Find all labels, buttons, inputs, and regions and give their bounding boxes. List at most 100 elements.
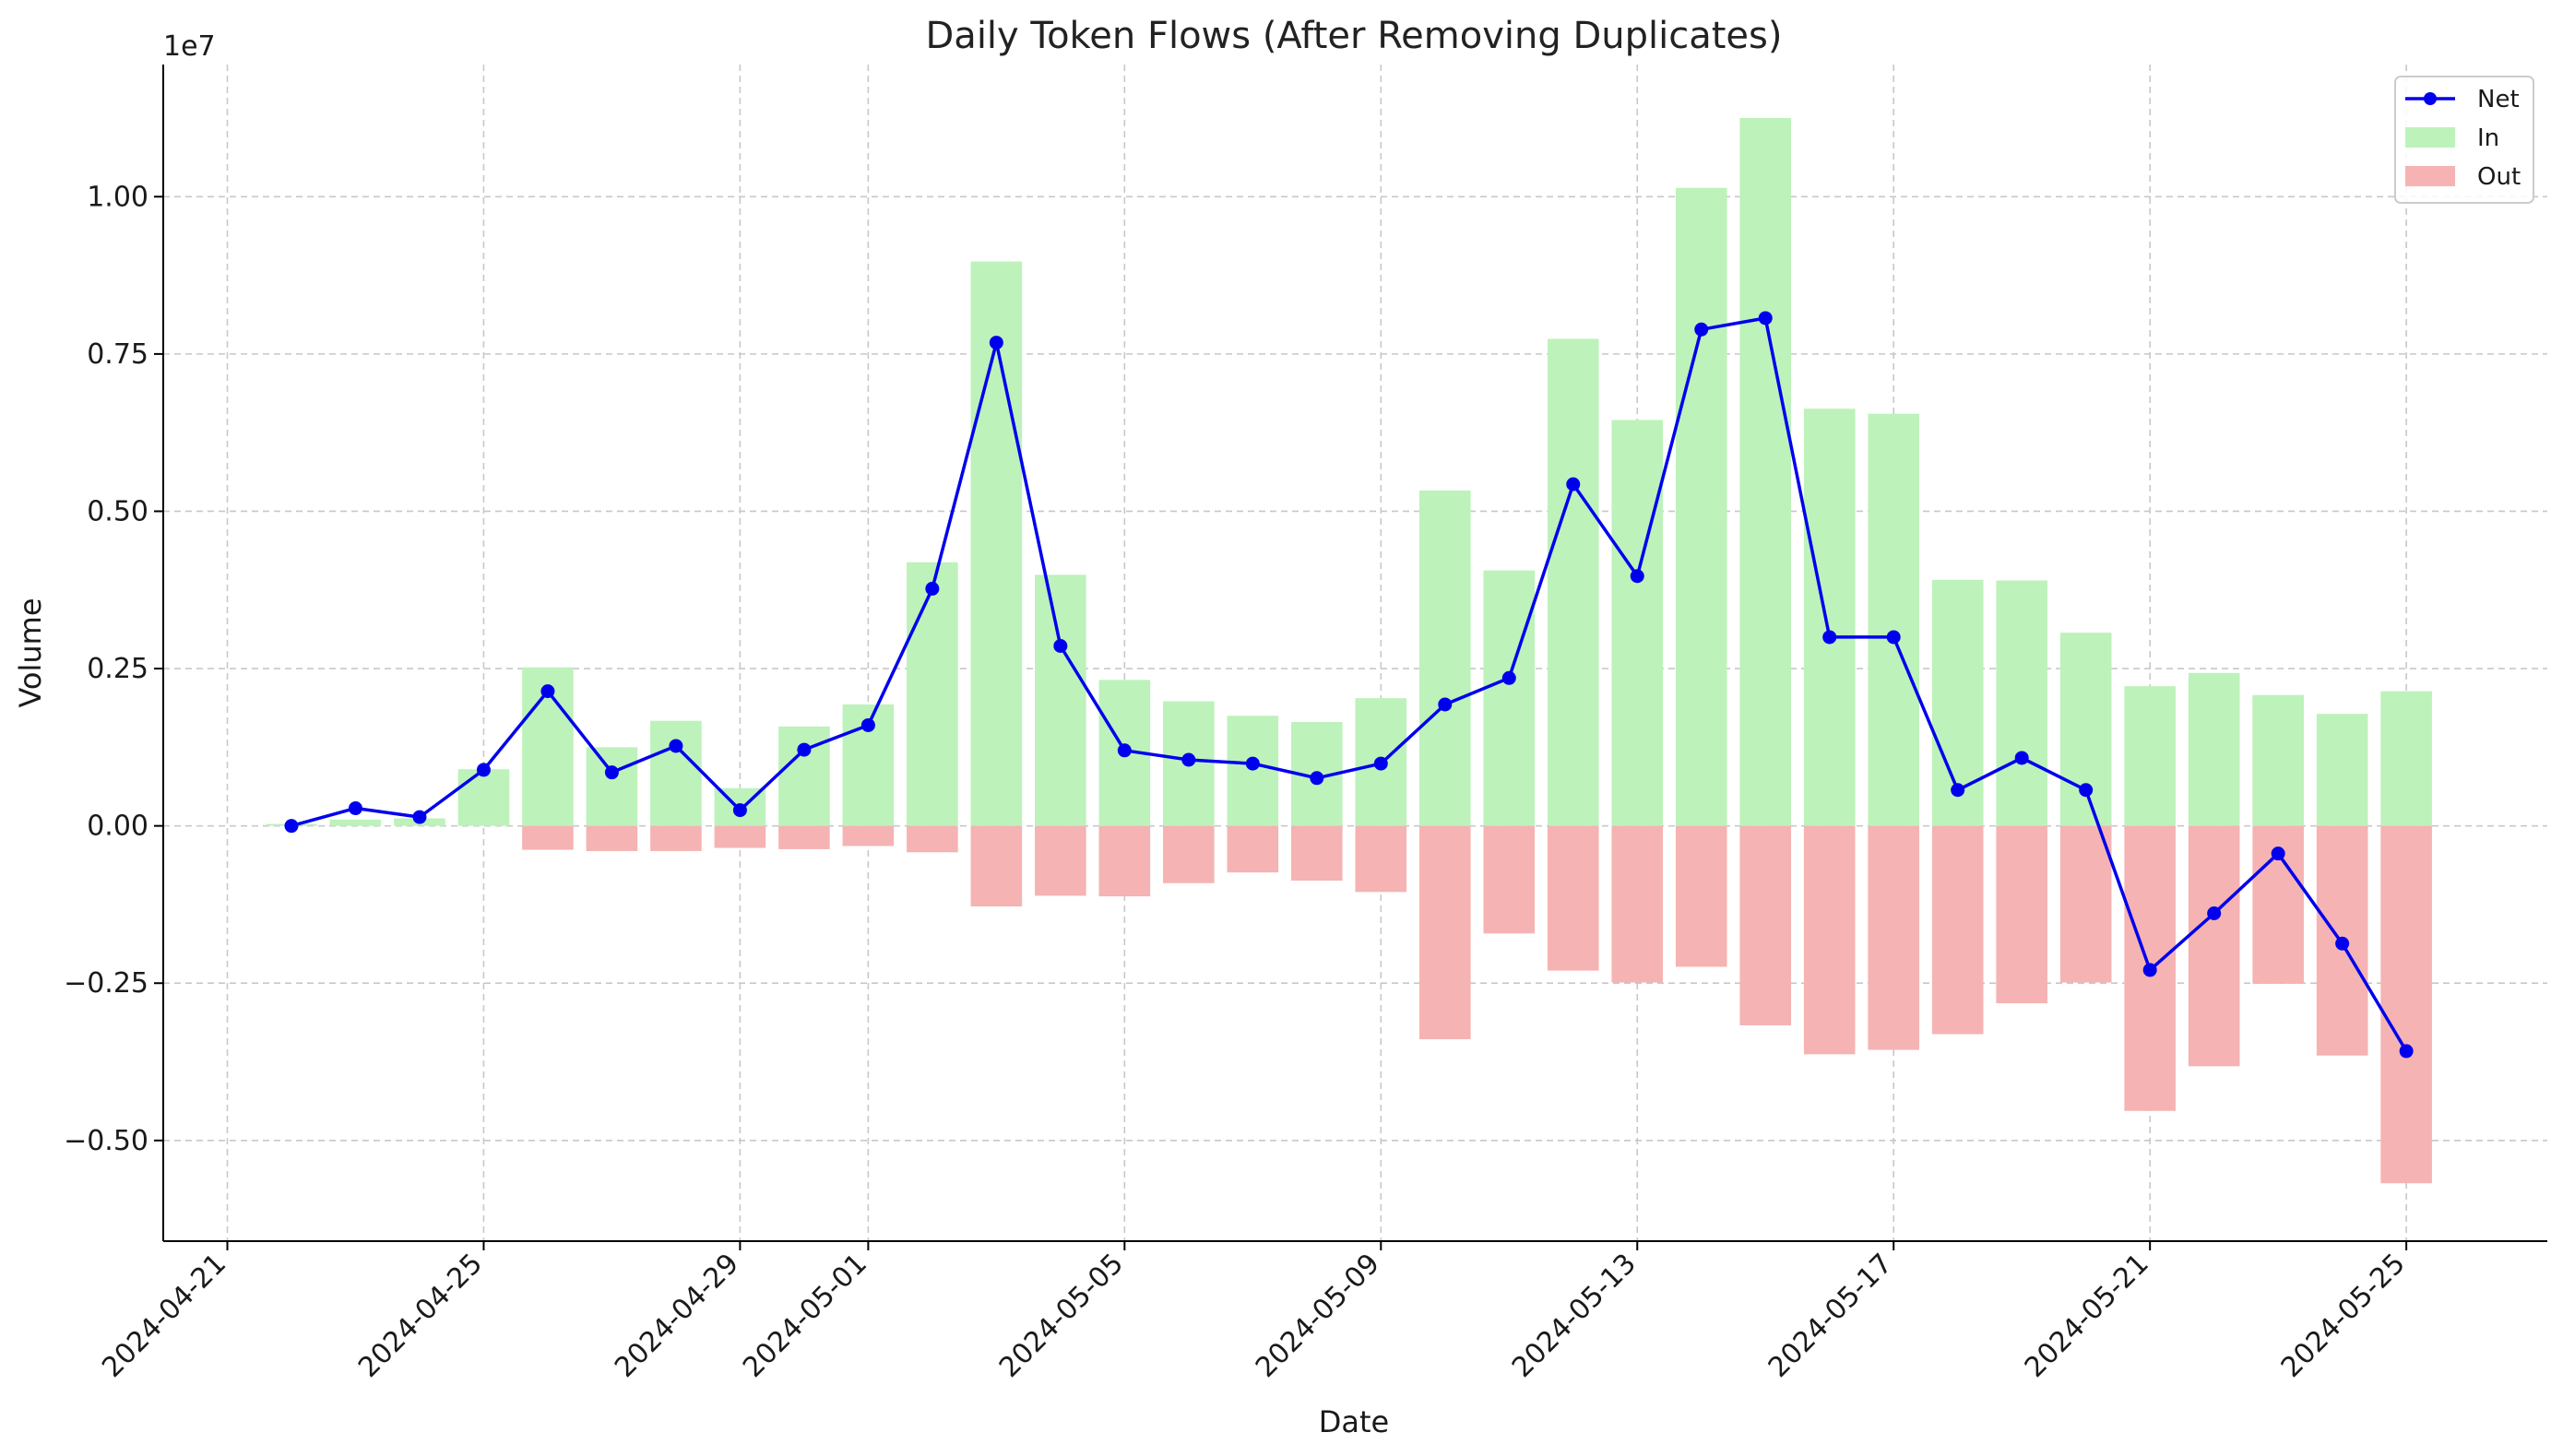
net-point	[1822, 630, 1837, 645]
net-point	[1758, 311, 1773, 326]
in-bar	[1611, 420, 1664, 826]
net-point	[1566, 477, 1581, 491]
x-tick-label: 2024-05-17	[1762, 1248, 1899, 1384]
y-tick-label: 0.00	[87, 811, 148, 843]
out-bar	[1355, 825, 1407, 893]
legend-in-swatch-icon	[2405, 127, 2455, 148]
out-bar	[2059, 825, 2112, 983]
net-point	[860, 717, 875, 732]
in-bar	[1418, 490, 1471, 826]
chart-title: Daily Token Flows (After Removing Duplic…	[926, 15, 1783, 57]
in-bar	[970, 261, 1023, 826]
in-bar	[2316, 714, 2368, 826]
out-bars	[522, 825, 2432, 1184]
x-axis-label: Date	[1319, 1404, 1389, 1439]
x-tick-label: 2024-05-09	[1250, 1248, 1386, 1384]
out-bar	[1868, 825, 1920, 1050]
net-point	[2271, 846, 2285, 861]
net-point	[1053, 638, 1068, 653]
out-bar	[714, 825, 766, 848]
legend-item-in: In	[2405, 124, 2499, 152]
in-bars	[266, 118, 2432, 826]
y-axis-label: Volume	[13, 598, 48, 707]
legend-net-marker-icon	[2424, 92, 2437, 105]
net-point	[2142, 963, 2157, 977]
out-bar	[522, 825, 574, 850]
y-tick-label: 0.50	[87, 495, 148, 527]
out-bar	[1547, 825, 1599, 971]
in-bar	[1675, 187, 1727, 826]
out-bar	[2380, 825, 2432, 1184]
net-point	[348, 801, 362, 816]
y-tick-label: 0.75	[87, 338, 148, 371]
net-point	[476, 763, 491, 777]
out-bar	[1163, 825, 1215, 883]
legend-item-out: Out	[2405, 163, 2521, 191]
y-tick-label: −0.25	[64, 967, 148, 1000]
legend: Net In Out	[2394, 76, 2534, 204]
x-tick-label: 2024-04-25	[352, 1248, 489, 1384]
out-bar	[1611, 825, 1664, 983]
x-tick-label: 2024-05-21	[2019, 1248, 2155, 1384]
in-bar	[650, 720, 702, 826]
net-point	[1181, 752, 1196, 767]
out-bar	[778, 825, 830, 849]
out-bar	[650, 825, 702, 851]
net-point	[1951, 783, 1965, 798]
out-bar	[2188, 825, 2240, 1067]
in-bar	[1996, 580, 2047, 826]
net-point	[1630, 569, 1644, 584]
net-line	[291, 316, 2408, 1052]
in-bar	[586, 747, 638, 826]
x-tick-label: 2024-05-01	[737, 1248, 873, 1384]
legend-out-swatch-icon	[2405, 166, 2455, 186]
out-bar	[1035, 825, 1086, 896]
net-point	[2079, 783, 2094, 798]
in-bar	[2380, 691, 2432, 826]
net-point	[284, 819, 299, 834]
out-bar	[1418, 825, 1471, 1039]
out-bar	[1803, 825, 1856, 1055]
net-point	[540, 684, 555, 699]
net-point	[2014, 751, 2029, 765]
out-bar	[1739, 825, 1792, 1025]
out-bar	[1996, 825, 2047, 1004]
net-point	[2207, 906, 2222, 920]
net-point	[669, 739, 683, 753]
out-bar	[842, 825, 895, 846]
net-point	[1117, 743, 1132, 758]
in-bar	[1739, 118, 1792, 826]
in-bar	[1803, 408, 1856, 826]
legend-in-label: In	[2477, 124, 2499, 152]
x-tick-label: 2024-05-25	[2275, 1248, 2412, 1384]
out-bar	[1483, 825, 1536, 934]
y-axis-ticks: −0.50 −0.25 0.00 0.25 0.50 0.75 1.00	[64, 181, 163, 1157]
out-bar	[1227, 825, 1279, 873]
x-tick-label: 2024-04-29	[609, 1248, 745, 1384]
net-point	[732, 803, 747, 818]
net-point	[1438, 697, 1453, 712]
net-point	[925, 581, 940, 596]
legend-item-net: Net	[2405, 86, 2520, 113]
net-point	[412, 810, 427, 824]
out-bar	[1098, 825, 1151, 897]
net-point	[2399, 1044, 2414, 1059]
x-tick-label: 2024-05-05	[993, 1248, 1130, 1384]
net-line-series	[284, 311, 2414, 1059]
legend-net-label: Net	[2477, 86, 2520, 113]
out-bar	[907, 825, 958, 853]
in-bar	[1035, 574, 1086, 826]
net-point	[604, 765, 619, 780]
net-point	[1501, 670, 1516, 685]
y-tick-label: 1.00	[87, 181, 148, 213]
out-bar	[970, 825, 1023, 906]
x-tick-label: 2024-04-21	[96, 1248, 232, 1384]
in-bar	[1868, 413, 1920, 826]
in-bar	[1483, 570, 1536, 826]
out-bar	[1931, 825, 1984, 1035]
out-bar	[1291, 825, 1343, 882]
y-tick-label: −0.50	[64, 1125, 148, 1157]
net-point	[1886, 630, 1901, 645]
in-bar	[907, 562, 958, 826]
x-tick-label: 2024-05-13	[1506, 1248, 1643, 1384]
